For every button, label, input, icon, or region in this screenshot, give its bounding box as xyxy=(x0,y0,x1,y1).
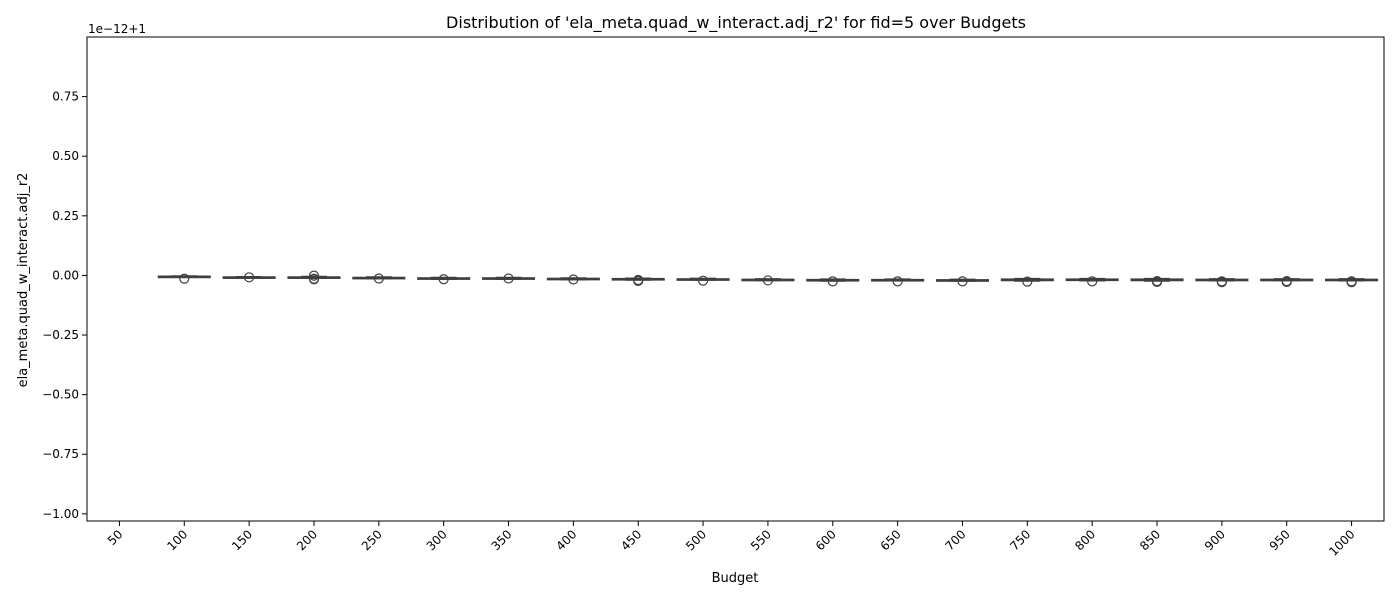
box-150 xyxy=(222,272,276,283)
box-700 xyxy=(935,276,990,287)
outlier-point xyxy=(1346,276,1357,288)
outlier-point xyxy=(568,274,579,285)
box-950 xyxy=(1260,276,1314,287)
box-550 xyxy=(741,275,795,286)
x-tick-label: 750 xyxy=(1007,527,1033,553)
outlier-point xyxy=(697,275,709,286)
x-axis-label: Budget xyxy=(712,571,759,586)
y-axis-label: ela_meta.quad_w_interact.adj_r2 xyxy=(16,173,31,388)
outlier-point xyxy=(892,276,903,287)
chart-title: Distribution of 'ela_meta.quad_w_interac… xyxy=(446,13,1026,33)
box-900 xyxy=(1195,276,1249,288)
x-tick-label: 100 xyxy=(164,527,190,553)
outlier-point xyxy=(503,273,514,284)
x-tick-label: 50 xyxy=(105,527,126,548)
outlier-point xyxy=(308,274,320,285)
outlier-point xyxy=(762,275,774,286)
box-850 xyxy=(1130,276,1184,287)
y-tick-label: −1.00 xyxy=(42,507,79,521)
outlier-point xyxy=(1087,276,1098,287)
outlier-point xyxy=(1281,276,1292,287)
box-650 xyxy=(871,276,925,287)
x-tick-label: 350 xyxy=(489,527,515,553)
outlier-point xyxy=(633,275,644,287)
y-tick-label: 0.00 xyxy=(52,268,79,282)
box-350 xyxy=(481,273,536,284)
y-tick-label: 0.25 xyxy=(52,209,79,223)
y-tick-label: −0.75 xyxy=(42,447,79,461)
outlier-point xyxy=(1216,276,1227,288)
x-tick-label: 950 xyxy=(1267,527,1293,553)
x-tick-label: 450 xyxy=(618,527,644,553)
box-450 xyxy=(611,274,665,287)
box-100 xyxy=(157,273,211,284)
x-tick-label: 1000 xyxy=(1326,527,1357,558)
x-tick-label: 800 xyxy=(1072,527,1098,553)
x-tick-label: 500 xyxy=(683,527,709,553)
box-250 xyxy=(352,273,406,284)
y-tick-label: 0.75 xyxy=(52,90,79,104)
y-tick-label: −0.50 xyxy=(42,388,79,402)
box-300 xyxy=(417,274,471,285)
x-tick-label: 150 xyxy=(229,527,255,553)
plot-area: 0.75 0.50 0.25 0.00 −0.25 −0.50 −0.75 −1.00 50 10… xyxy=(42,90,1379,559)
outlier-point xyxy=(1022,276,1033,287)
x-tick-label: 900 xyxy=(1202,527,1228,553)
outlier-point xyxy=(373,273,384,284)
y-tick-label: −0.25 xyxy=(42,328,79,342)
x-tick-label: 650 xyxy=(878,527,904,553)
outlier-point xyxy=(1151,276,1163,287)
box-1000 xyxy=(1325,276,1379,288)
x-tick-label: 550 xyxy=(748,527,774,553)
outlier-point xyxy=(244,272,255,283)
outlier-point xyxy=(438,274,449,285)
x-tick-label: 300 xyxy=(424,527,450,553)
x-tick-label: 250 xyxy=(359,527,385,553)
axes-frame xyxy=(86,36,1385,522)
x-tick-label: 600 xyxy=(813,527,839,553)
outlier-point xyxy=(308,270,320,281)
outlier-point xyxy=(827,276,838,287)
y-offset-label: 1e−12+1 xyxy=(88,22,146,36)
x-tick-label: 200 xyxy=(294,527,320,553)
x-tick-label: 850 xyxy=(1137,527,1163,553)
x-tick-label: 400 xyxy=(553,527,579,553)
x-tick-label: 700 xyxy=(942,527,968,553)
box-800 xyxy=(1065,276,1119,287)
box-750 xyxy=(1000,276,1054,287)
box-500 xyxy=(676,275,730,286)
outlier-point xyxy=(957,276,968,287)
box-600 xyxy=(806,276,860,287)
y-tick-label: 0.50 xyxy=(52,149,79,163)
box-200 xyxy=(287,270,341,285)
outlier-point xyxy=(179,273,190,284)
box-400 xyxy=(546,274,600,285)
